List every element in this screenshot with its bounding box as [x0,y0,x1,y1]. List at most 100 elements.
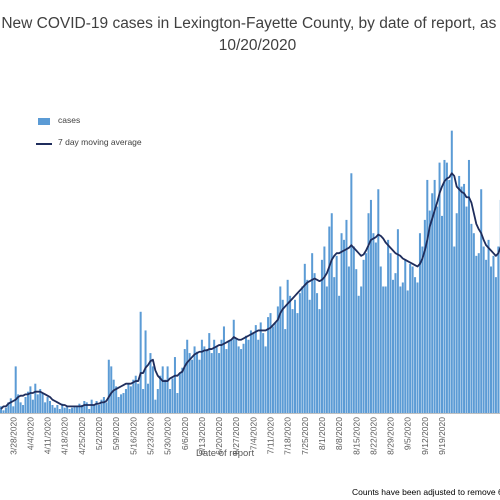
case-bar [73,406,76,413]
case-bar [117,397,120,413]
case-bar [480,189,483,413]
case-bar [399,286,402,413]
case-bar [213,339,216,413]
case-bar [4,407,7,413]
x-tick-label: 6/13/2020 [197,417,207,455]
case-bar [441,215,444,413]
case-bar [26,391,29,413]
case-bar [0,406,3,413]
bars-group [0,130,500,413]
x-tick-label: 5/2/2020 [94,417,104,450]
case-bar [428,210,431,413]
case-bar [240,349,243,413]
case-bar [267,317,270,413]
moving-average-line [0,172,500,410]
case-bar [183,349,186,413]
case-bar [49,401,52,413]
case-bar [68,409,71,413]
case-bar [98,405,101,413]
case-bar [200,339,203,413]
case-bar [291,309,294,413]
case-bar [367,213,370,413]
case-bar [12,406,15,413]
case-bar [80,405,83,413]
case-bar [95,401,98,413]
case-bar [269,313,272,413]
case-bar [100,399,103,413]
case-bar [490,266,493,413]
case-bar [387,239,390,413]
case-bar [443,159,446,413]
case-bar [262,333,265,413]
case-bar [78,403,81,413]
case-bar [154,399,157,413]
case-bar [75,406,78,413]
case-bar [298,293,301,413]
case-bar [176,393,179,413]
case-bar [418,233,421,413]
case-bar [110,366,113,413]
case-bar [333,277,336,413]
case-bar [463,183,466,413]
case-bar [284,329,287,413]
case-bar [196,351,199,413]
case-bar [264,346,267,413]
case-bar [203,346,206,413]
case-bar [41,393,44,413]
x-tick-label: 8/15/2020 [351,417,361,455]
case-bar [17,394,20,413]
case-bar [433,179,436,413]
case-bar [377,189,380,413]
case-bar [139,311,142,413]
case-bar [406,290,409,413]
case-bar [259,322,262,413]
case-bar [460,186,463,413]
case-bar [2,410,5,413]
case-bar [477,253,480,413]
case-bar [414,277,417,413]
case-bar [149,353,152,413]
case-bar [156,389,159,413]
case-bar [144,330,147,413]
case-bar [394,273,397,413]
case-bar [142,389,145,413]
footnote: Counts have been adjusted to remove 6 [352,487,500,497]
case-bar [382,286,385,413]
case-bar [345,219,348,413]
case-bar [374,242,377,413]
case-bar [369,199,372,413]
case-bar [127,383,130,413]
case-bar [191,359,194,413]
case-bar [431,193,434,413]
x-tick-label: 6/20/2020 [214,417,224,455]
case-bar [161,366,164,413]
case-bar [470,223,473,413]
chart-title: New COVID-19 cases in Lexington-Fayette … [0,13,500,57]
case-bar [173,357,176,413]
case-bar [423,219,426,413]
case-bar [252,333,255,413]
case-bar [105,402,108,413]
x-tick-label: 7/11/2020 [266,417,276,454]
case-bar [355,269,358,413]
case-bar [51,405,54,413]
case-bar [318,309,321,413]
case-bar [455,213,458,413]
case-bar [71,407,74,413]
case-bar [352,246,355,413]
x-tick-label: 4/11/2020 [43,417,53,454]
case-bar [296,313,299,413]
case-bar [279,286,282,413]
case-bar [416,282,419,413]
case-bar [56,405,59,413]
case-bar [392,279,395,413]
case-bar [320,259,323,413]
case-bar [39,389,42,413]
legend-swatch-moving-average [36,143,52,145]
case-bar [249,330,252,413]
case-bar [465,206,468,413]
case-bar [401,282,404,413]
case-bar [122,393,125,413]
x-tick-label: 9/19/2020 [437,417,447,455]
case-bar [164,379,167,413]
